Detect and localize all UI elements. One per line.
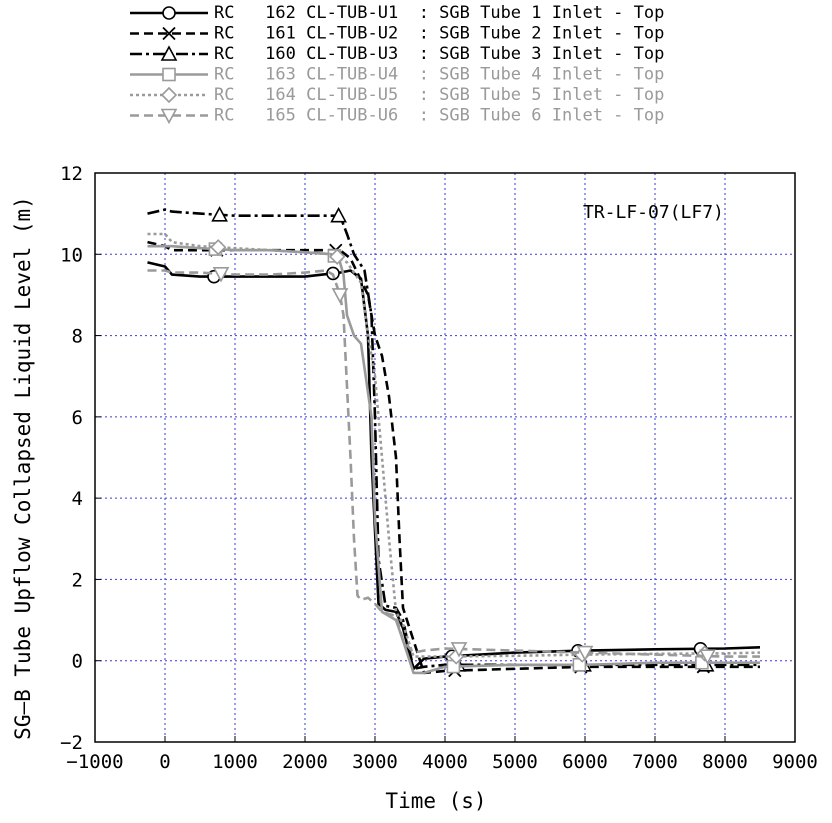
legend-label: RC 162 CL-TUB-U1 : SGB Tube 1 Inlet - To… [214,3,664,23]
y-tick-label: 10 [60,244,83,266]
y-tick-label: 0 [72,651,83,673]
grid [95,173,795,742]
series-marker [450,642,468,658]
y-tick-label: 2 [72,569,83,591]
x-tick-label: 9000 [772,751,818,773]
series-line [147,244,760,675]
series-layer [147,206,761,678]
series-marker [699,649,716,665]
x-axis-label: Time (s) [385,789,486,813]
legend-item: RC 163 CL-TUB-U4 : SGB Tube 4 Inlet - To… [130,65,664,85]
x-tick-label: 4000 [422,751,468,773]
y-tick-labels: −2 0 2 4 6 8 10 12 [60,163,101,754]
series-line [147,240,760,675]
legend-label: RC 164 CL-TUB-U5 : SGB Tube 5 Inlet - To… [214,85,664,105]
x-tick-label: 3000 [352,751,398,773]
legend-marker [162,6,176,20]
legend-item: RC 161 CL-TUB-U2 : SGB Tube 2 Inlet - To… [130,24,664,44]
y-tick-label: −2 [60,732,83,754]
series-marker [330,206,347,223]
y-axis-label: SG–B Tube Upflow Collapsed Liquid Level … [11,196,35,740]
x-tick-label: 7000 [632,751,678,773]
legend-marker [160,45,178,61]
legend: RC 162 CL-TUB-U1 : SGB Tube 1 Inlet - To… [130,3,664,126]
series-line [147,232,761,658]
legend-marker [162,26,176,41]
series-marker [331,288,349,304]
legend-marker [162,67,176,82]
x-tick-label: 8000 [702,751,748,773]
legend-label: RC 163 CL-TUB-U4 : SGB Tube 4 Inlet - To… [214,65,664,85]
legend-item: RC 165 CL-TUB-U6 : SGB Tube 6 Inlet - To… [130,106,664,126]
x-tick-label: 5000 [492,751,538,773]
series-marker [576,645,594,662]
x-tick-label: 2000 [282,751,328,773]
series-marker [329,248,346,265]
legend-item: RC 160 CL-TUB-U3 : SGB Tube 3 Inlet - To… [130,44,664,64]
chart-annotation: TR-LF-07(LF7) [583,202,724,223]
series-marker [212,266,230,283]
x-tick-label: 6000 [562,751,608,773]
y-tick-label: 8 [72,326,83,348]
x-tick-labels: −1000 0 1000 2000 3000 4000 5000 6000 7000 8000 90… [66,736,818,773]
legend-marker [160,108,178,125]
series-group [147,266,760,665]
x-tick-label: 1000 [212,751,258,773]
legend-label: RC 160 CL-TUB-U3 : SGB Tube 3 Inlet - To… [214,44,664,64]
legend-label: RC 165 CL-TUB-U6 : SGB Tube 6 Inlet - To… [214,106,664,126]
x-tick-label: −1000 [66,751,123,773]
y-tick-label: 6 [72,407,83,429]
legend-marker [160,86,178,104]
x-tick-label: 0 [159,751,170,773]
series-line [147,269,760,658]
y-tick-label: 12 [60,163,83,185]
legend-item: RC 162 CL-TUB-U1 : SGB Tube 1 Inlet - To… [130,3,664,23]
series-marker [211,206,228,222]
series-marker [210,239,227,256]
y-tick-label: 4 [72,488,83,510]
legend-item: RC 164 CL-TUB-U5 : SGB Tube 5 Inlet - To… [130,85,664,105]
legend-label: RC 161 CL-TUB-U2 : SGB Tube 2 Inlet - To… [214,24,664,44]
